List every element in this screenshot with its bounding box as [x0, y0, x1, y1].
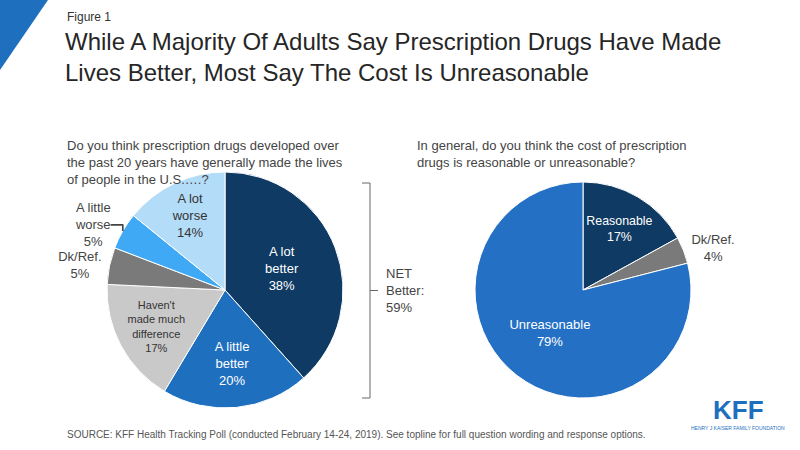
svg-text:Haven'tmade muchdifference17%: Haven'tmade muchdifference17%	[128, 299, 185, 354]
svg-text:In general, do you think the c: In general, do you think the cost of pre…	[417, 138, 687, 170]
svg-text:Unreasonable79%: Unreasonable79%	[509, 317, 590, 349]
svg-text:A lotworse14%: A lotworse14%	[172, 191, 208, 240]
svg-text:Figure 1: Figure 1	[67, 10, 111, 24]
svg-text:NETBetter:59%: NETBetter:59%	[386, 266, 424, 315]
svg-text:HENRY J KAISER FAMILY FOUNDATI: HENRY J KAISER FAMILY FOUNDATION	[691, 425, 785, 431]
svg-text:A littlebetter20%: A littlebetter20%	[215, 339, 250, 388]
svg-text:Do you think prescription drug: Do you think prescription drugs develope…	[67, 138, 343, 187]
svg-text:SOURCE: KFF Health Tracking Po: SOURCE: KFF Health Tracking Poll (conduc…	[67, 429, 646, 440]
svg-text:While A Majority Of Adults Say: While A Majority Of Adults Say Prescript…	[65, 28, 721, 86]
svg-text:KFF: KFF	[713, 395, 764, 425]
svg-text:Dk/Ref.5%: Dk/Ref.5%	[58, 249, 101, 281]
svg-text:Dk/Ref.4%: Dk/Ref.4%	[691, 232, 734, 264]
svg-text:A littleworse5%: A littleworse5%	[75, 200, 111, 249]
svg-text:Reasonable17%: Reasonable17%	[586, 214, 652, 244]
svg-text:A lotbetter38%: A lotbetter38%	[265, 244, 299, 293]
